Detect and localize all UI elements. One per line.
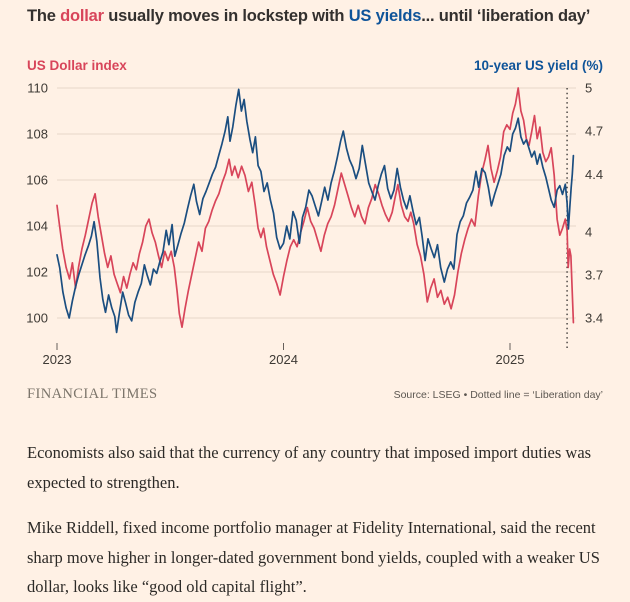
svg-text:100: 100 xyxy=(26,311,48,326)
svg-text:3.7: 3.7 xyxy=(585,267,603,282)
left-axis-title: US Dollar index xyxy=(27,58,127,73)
svg-text:108: 108 xyxy=(26,127,48,142)
svg-text:4.7: 4.7 xyxy=(585,124,603,139)
svg-text:3.4: 3.4 xyxy=(585,311,603,326)
svg-text:5: 5 xyxy=(585,81,592,96)
svg-text:2023: 2023 xyxy=(43,352,72,367)
figure-footer: FINANCIAL TIMES Source: LSEG • Dotted li… xyxy=(27,386,603,403)
svg-text:4.4: 4.4 xyxy=(585,167,603,182)
paragraph-2: Mike Riddell, fixed income portfolio man… xyxy=(27,518,600,596)
svg-text:110: 110 xyxy=(27,81,48,96)
svg-text:2024: 2024 xyxy=(269,352,298,367)
svg-text:2025: 2025 xyxy=(496,352,525,367)
svg-text:104: 104 xyxy=(26,219,48,234)
svg-text:102: 102 xyxy=(26,265,48,280)
chart-svg: 110 108 106 104 102 100 5 4.7 4.4 4 3.7 3.4 2023 2024… xyxy=(26,81,603,368)
right-axis-title: 10-year US yield (%) xyxy=(473,58,603,73)
chart-title: The dollar usually moves in lockstep wit… xyxy=(27,7,591,25)
paragraph-1: Economists also said that the currency o… xyxy=(27,443,592,492)
svg-text:106: 106 xyxy=(26,173,48,188)
source-note: Source: LSEG • Dotted line = ‘Liberation… xyxy=(393,389,603,401)
chart-figure: 110 108 106 104 102 100 5 4.7 4.4 4 3.7 3.4 2023 2024… xyxy=(26,58,603,403)
ft-logo: FINANCIAL TIMES xyxy=(27,386,158,402)
svg-text:4: 4 xyxy=(585,224,592,239)
article-body: Economists also said that the currency o… xyxy=(0,438,630,602)
